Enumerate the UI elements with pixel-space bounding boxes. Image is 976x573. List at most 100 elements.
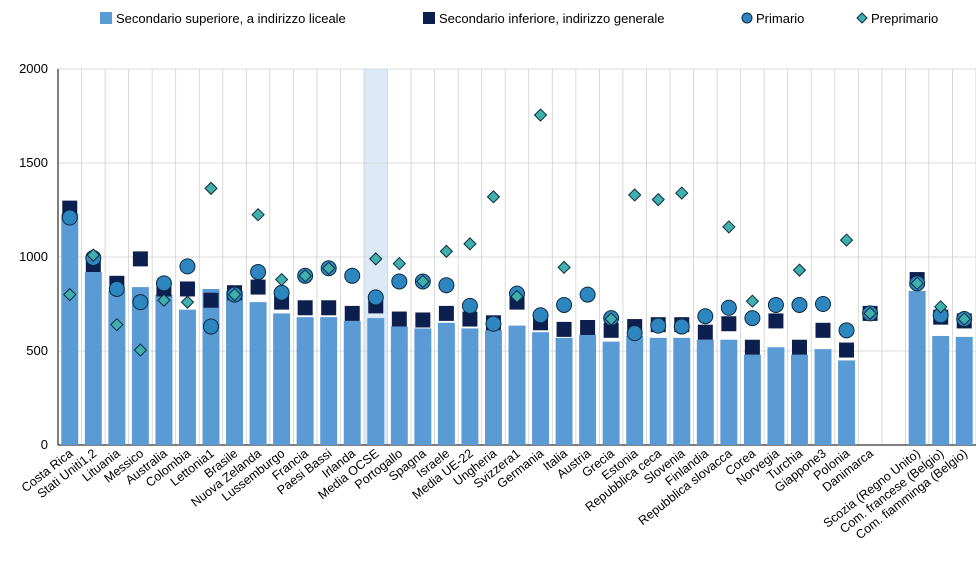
bar-upper-secondary bbox=[367, 318, 385, 445]
y-tick-label: 500 bbox=[26, 343, 48, 358]
marker-lower-secondary bbox=[603, 322, 619, 338]
marker-preprimary bbox=[722, 220, 736, 234]
marker-primary bbox=[367, 289, 384, 306]
marker-preprimary bbox=[392, 256, 407, 271]
bar-upper-secondary bbox=[508, 325, 526, 445]
marker-lower-secondary bbox=[556, 321, 572, 337]
y-tick-label: 1500 bbox=[19, 155, 48, 170]
bar-upper-secondary bbox=[579, 335, 597, 445]
marker-preprimary bbox=[533, 108, 548, 122]
marker-preprimary bbox=[110, 317, 124, 332]
marker-preprimary bbox=[510, 289, 524, 304]
marker-preprimary bbox=[463, 237, 477, 251]
marker-lower-secondary bbox=[391, 311, 407, 327]
bar-upper-secondary bbox=[743, 354, 761, 445]
bar-upper-secondary bbox=[131, 287, 149, 445]
marker-lower-secondary bbox=[462, 311, 478, 327]
marker-lower-secondary bbox=[697, 324, 713, 340]
bar-upper-secondary bbox=[602, 341, 620, 445]
marker-preprimary bbox=[675, 186, 689, 200]
marker-lower-secondary bbox=[721, 316, 737, 332]
marker-preprimary bbox=[651, 192, 665, 207]
bar-upper-secondary bbox=[720, 339, 738, 445]
marker-lower-secondary bbox=[321, 300, 337, 316]
marker-lower-secondary bbox=[179, 281, 195, 297]
marker-primary bbox=[579, 286, 596, 303]
marker-lower-secondary bbox=[203, 292, 219, 308]
marker-preprimary bbox=[204, 181, 218, 196]
bar-upper-secondary bbox=[226, 290, 244, 445]
bar-upper-secondary bbox=[437, 322, 455, 445]
marker-preprimary bbox=[792, 263, 807, 277]
bar-upper-secondary bbox=[532, 332, 550, 445]
marker-lower-secondary bbox=[132, 251, 148, 267]
bar-upper-secondary bbox=[178, 309, 196, 445]
bar-upper-secondary bbox=[767, 347, 785, 445]
legend-marker-preprimary bbox=[856, 12, 868, 24]
bar-upper-secondary bbox=[61, 213, 79, 445]
bar-upper-secondary bbox=[932, 335, 950, 445]
bar-upper-secondary bbox=[296, 317, 314, 445]
bar-upper-secondary bbox=[461, 328, 479, 445]
marker-preprimary bbox=[180, 295, 195, 309]
bar-upper-secondary bbox=[202, 288, 220, 445]
marker-preprimary bbox=[251, 207, 265, 222]
marker-primary bbox=[132, 294, 149, 311]
bar-upper-secondary bbox=[649, 337, 667, 445]
marker-preprimary bbox=[63, 287, 77, 302]
bar-upper-secondary bbox=[249, 302, 267, 445]
marker-primary bbox=[250, 264, 267, 281]
y-tick-label: 0 bbox=[41, 437, 48, 452]
y-tick-label: 2000 bbox=[19, 61, 48, 76]
marker-preprimary bbox=[557, 260, 571, 275]
marker-primary bbox=[108, 280, 125, 297]
marker-preprimary bbox=[416, 274, 430, 289]
marker-preprimary bbox=[298, 269, 312, 283]
marker-primary bbox=[485, 315, 502, 332]
marker-preprimary bbox=[157, 293, 171, 307]
marker-primary bbox=[720, 299, 737, 316]
legend-label-preprimary: Preprimario bbox=[871, 11, 938, 26]
legend: Secondario superiore, a indirizzo liceal… bbox=[100, 11, 938, 26]
marker-lower-secondary bbox=[415, 312, 431, 328]
marker-primary bbox=[273, 284, 290, 301]
legend-swatch-lower-secondary bbox=[423, 12, 435, 24]
marker-primary bbox=[61, 209, 78, 226]
bar-upper-secondary bbox=[108, 290, 126, 445]
bar-upper-secondary bbox=[696, 339, 714, 445]
marker-primary bbox=[179, 258, 196, 275]
bar-upper-secondary bbox=[343, 320, 361, 445]
marker-preprimary bbox=[274, 272, 289, 287]
marker-primary bbox=[815, 296, 831, 312]
marker-lower-secondary bbox=[791, 339, 807, 355]
legend-label-upper-secondary: Secondario superiore, a indirizzo liceal… bbox=[116, 11, 346, 26]
marker-preprimary bbox=[863, 306, 877, 321]
marker-lower-secondary bbox=[438, 305, 454, 321]
marker-preprimary bbox=[369, 252, 383, 266]
bar-upper-secondary bbox=[673, 337, 691, 445]
marker-preprimary bbox=[604, 312, 618, 326]
bar-upper-secondary bbox=[790, 354, 808, 445]
bar-upper-secondary bbox=[626, 335, 644, 445]
legend-label-lower-secondary: Secondario inferiore, indirizzo generale bbox=[439, 11, 664, 26]
legend-marker-primary bbox=[741, 12, 753, 24]
marker-primary bbox=[155, 275, 172, 292]
bar-upper-secondary bbox=[838, 360, 856, 445]
bar-upper-secondary bbox=[320, 317, 338, 445]
marker-primary bbox=[532, 307, 549, 324]
marker-primary bbox=[461, 297, 478, 314]
bar-upper-secondary bbox=[414, 328, 432, 445]
marker-preprimary bbox=[439, 244, 454, 259]
marker-lower-secondary bbox=[839, 342, 855, 358]
y-tick-label: 1000 bbox=[19, 249, 48, 264]
marker-lower-secondary bbox=[744, 339, 760, 355]
marker-primary bbox=[791, 296, 808, 313]
legend-label-primary: Primario bbox=[756, 11, 804, 26]
marker-preprimary bbox=[227, 287, 242, 302]
marker-primary bbox=[744, 310, 761, 327]
marker-lower-secondary bbox=[580, 320, 596, 335]
marker-primary bbox=[556, 296, 573, 313]
marker-preprimary bbox=[321, 261, 336, 275]
legend-swatch-upper-secondary bbox=[100, 12, 112, 24]
marker-preprimary bbox=[86, 248, 101, 262]
